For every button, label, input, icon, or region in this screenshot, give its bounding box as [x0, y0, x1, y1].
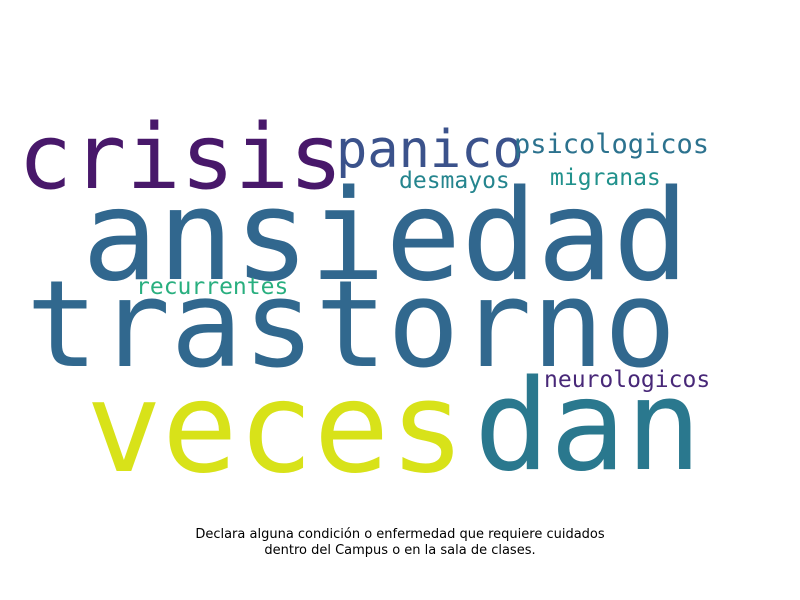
word-psicologicos: psicologicos	[514, 129, 710, 160]
word-desmayos: desmayos	[399, 168, 510, 194]
word-dan: dan	[474, 352, 702, 499]
caption-line-2: dentro del Campus o en la sala de clases…	[264, 543, 536, 558]
word-trastorno: trastorno	[26, 256, 677, 395]
word-crisis: crisis	[18, 105, 344, 210]
caption-line-1: Declara alguna condición o enfermedad qu…	[195, 527, 605, 542]
word-ansiedad: ansiedad	[82, 162, 689, 309]
word-migranas: migranas	[550, 165, 661, 191]
word-recurrentes: recurrentes	[136, 274, 289, 300]
word-neurologicos: neurologicos	[544, 367, 711, 393]
word-cloud: crisis panico psicologicos desmayos migr…	[18, 105, 711, 501]
word-panico: panico	[336, 120, 524, 180]
word-veces: veces	[86, 354, 466, 501]
caption: Declara alguna condición o enfermedad qu…	[0, 527, 800, 559]
